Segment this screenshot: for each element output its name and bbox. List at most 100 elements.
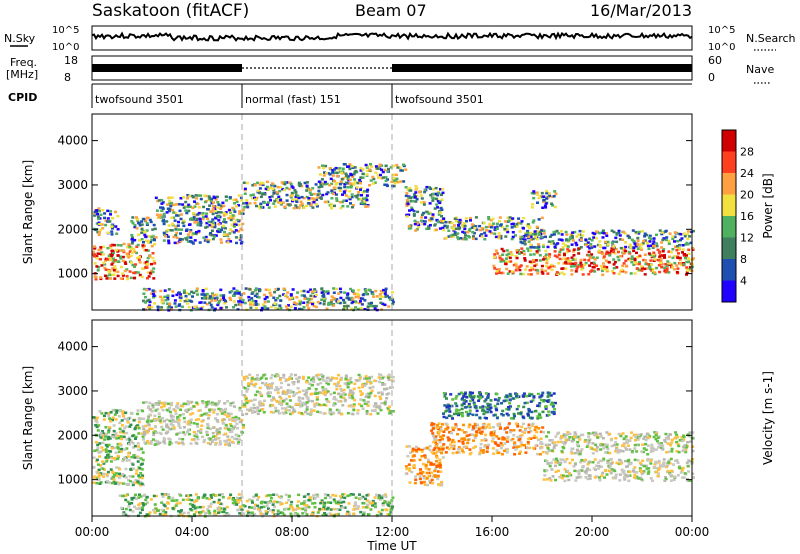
echo-cell [143,244,146,248]
echo-cell [434,197,438,201]
echo-cell [195,401,199,404]
echo-cell [370,301,373,305]
echo-cell [374,165,378,168]
echo-cell [433,207,437,210]
echo-cell [443,395,447,398]
echo-cell [660,232,664,236]
echo-cell [297,181,301,185]
echo-cell [118,472,121,476]
echo-cell [235,205,238,208]
echo-cell [134,435,138,439]
echo-cell [614,236,618,240]
echo-cell [409,224,413,227]
echo-cell [391,298,395,302]
echo-cell [251,184,255,187]
echo-cell [637,262,641,266]
echo-cell [351,204,355,207]
echo-cell [646,244,650,248]
echo-cell [561,246,565,249]
echo-cell [439,207,443,210]
echo-cell [195,435,199,438]
echo-cell [332,498,336,501]
echo-cell [276,297,280,300]
echo-cell [172,216,176,219]
echo-cell [494,442,498,445]
echo-cell [316,511,320,514]
echo-cell [263,293,267,297]
echo-cell [620,268,624,272]
echo-cell [199,511,203,514]
echo-cell [526,231,530,235]
echo-cell [318,301,322,305]
echo-cell [103,274,107,277]
echo-cell [277,495,281,499]
echo-cell [200,424,204,427]
echo-cell [577,233,581,237]
echo-cell [236,230,240,233]
echo-cell [568,260,572,263]
echo-cell [148,427,152,430]
echo-cell [131,434,135,438]
echo-cell [308,382,312,385]
echo-cell [344,181,348,185]
echo-cell [526,442,530,446]
echo-cell [228,496,232,499]
echo-cell [539,430,543,434]
echo-cell [347,165,351,168]
echo-cell [409,226,413,230]
echo-cell [325,507,329,511]
echo-cell [362,399,366,402]
echo-cell [511,217,515,220]
echo-cell [415,228,419,231]
echo-cell [305,181,309,184]
echo-cell [161,207,165,210]
echo-cell [419,471,423,474]
echo-cell [564,244,568,247]
echo-cell [365,412,369,415]
echo-cell [177,442,181,445]
echo-cell [182,219,186,223]
echo-cell [144,248,148,252]
echo-cell [199,197,203,201]
echo-cell [438,439,442,442]
echo-cell [517,217,521,220]
echo-cell [380,376,384,380]
echo-cell [171,424,175,427]
echo-cell [120,419,124,422]
echo-cell [237,194,241,197]
echo-cell [369,508,373,511]
echo-cell [236,442,240,445]
echo-cell [240,210,243,214]
echo-cell [461,223,464,227]
echo-cell [233,425,237,428]
echo-cell [124,476,128,479]
echo-cell [179,217,183,221]
echo-cell [322,300,326,303]
echo-cell [430,217,434,221]
echo-cell [225,306,228,309]
echo-cell [145,223,149,226]
echo-cell [105,460,109,463]
echo-cell [660,241,664,244]
echo-cell [196,194,200,197]
echo-cell [107,481,111,484]
echo-cell [519,240,523,244]
echo-cell [253,196,256,200]
echo-cell [528,260,532,263]
echo-cell [245,401,249,405]
echo-cell [93,262,97,265]
echo-cell [335,197,339,200]
echo-cell [311,502,315,505]
echo-cell [234,303,238,307]
echo-cell [404,168,408,171]
echo-cell [93,476,96,479]
echo-cell [435,228,438,231]
echo-cell [460,398,464,401]
echo-cell [664,229,668,233]
echo-cell [127,483,131,486]
echo-cell [281,511,285,515]
echo-cell [179,296,183,300]
echo-cell [307,306,311,310]
echo-cell [540,270,544,274]
echo-cell [173,299,177,302]
